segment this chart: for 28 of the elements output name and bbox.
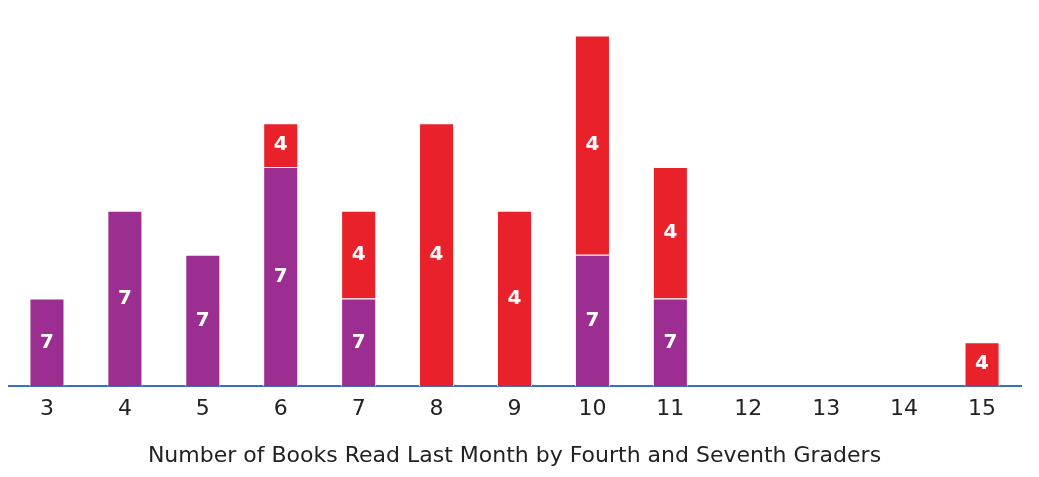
category-label: 4 <box>507 284 522 309</box>
x-tick-label: 3 <box>39 395 54 421</box>
x-tick-label: 14 <box>890 395 919 421</box>
x-tick-label: 13 <box>812 395 841 421</box>
x-tick-label: 8 <box>429 395 444 421</box>
x-axis-title: Number of Books Read Last Month by Fourth and Seventh Graders <box>147 441 882 467</box>
category-label: 7 <box>663 328 678 353</box>
x-tick-label: 10 <box>578 395 607 421</box>
text: 7 <box>40 328 54 353</box>
category-label: 7 <box>585 306 600 331</box>
category-label: 4 <box>429 240 444 265</box>
category-label: 4 <box>975 350 989 375</box>
category-label: 4 <box>663 218 678 243</box>
category-label: 4 <box>351 240 366 265</box>
category-label: 7 <box>273 262 288 287</box>
x-tick-label: 9 <box>507 395 522 421</box>
x-tick-label: 6 <box>273 395 288 421</box>
x-tick-label: 12 <box>734 395 763 421</box>
x-tick-label: 5 <box>195 395 210 421</box>
x-tick-label: 15 <box>968 395 997 421</box>
x-tick-label: 7 <box>351 395 366 421</box>
category-label: 4 <box>585 131 600 156</box>
x-tick-label: 11 <box>656 395 685 421</box>
category-label: 7 <box>195 306 210 331</box>
category-label: 7 <box>351 328 366 353</box>
series-label: 7 <box>117 284 132 309</box>
x-tick-label: 4 <box>117 395 132 421</box>
series-label: 4 <box>273 131 288 156</box>
